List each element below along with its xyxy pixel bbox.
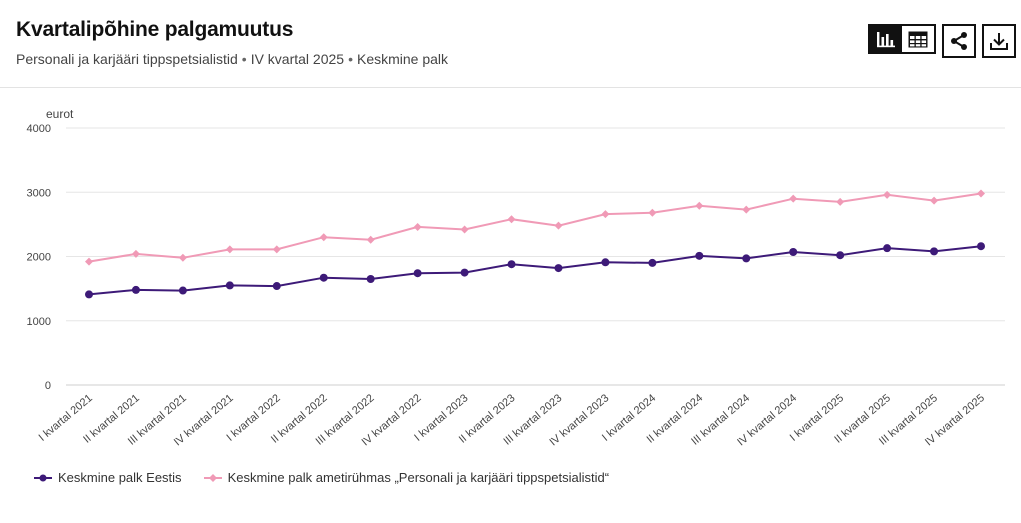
data-point [413,222,422,231]
legend-item-occupation[interactable]: Keskmine palk ametirühmas „Personali ja … [203,470,610,485]
share-icon [951,32,967,50]
data-point [225,245,234,254]
data-point [836,197,845,206]
data-point [977,189,985,198]
table-view-button[interactable] [902,26,934,52]
data-point [507,215,516,224]
data-point [742,205,751,214]
header-divider [0,87,1021,88]
subtitle-period: IV kvartal 2025 [250,51,345,67]
data-point [460,268,469,277]
data-point [85,257,93,266]
y-axis-label: eurot [46,107,74,121]
y-tick-label: 3000 [27,187,51,199]
chart-view-button[interactable] [870,26,902,52]
legend-item-estonia[interactable]: Keskmine palk Eestis [34,470,182,485]
y-tick-label: 4000 [27,123,51,135]
data-point [930,196,939,205]
legend-marker-circle [34,474,52,481]
y-tick-label: 2000 [27,252,51,264]
legend-label: Keskmine palk ametirühmas „Personali ja … [227,470,610,485]
data-point [789,248,798,257]
data-point [366,235,375,244]
data-point [695,251,704,260]
data-point [601,210,610,219]
data-point [883,244,892,253]
chart-legend: Keskmine palk Eestis Keskmine palk ameti… [34,470,609,485]
data-point [413,269,422,278]
page-subtitle: Personali ja karjääri tippspetsialistid •… [16,51,1005,67]
data-point [648,258,657,267]
download-icon [990,33,1008,50]
data-point [178,286,187,295]
data-point [977,242,985,251]
data-point [131,249,140,258]
subtitle-measure: Keskmine palk [356,51,449,67]
data-point [554,221,563,230]
data-point [225,281,234,290]
data-point [507,260,516,269]
data-point [460,225,469,234]
data-point [695,201,704,210]
data-point [366,274,375,283]
download-button[interactable] [982,24,1016,58]
legend-label: Keskmine palk Eestis [58,470,182,485]
bar-chart-icon [877,32,895,48]
view-toggle-group [868,24,936,54]
series-line-1 [88,245,982,296]
share-button[interactable] [942,24,976,58]
data-point [178,253,187,262]
subtitle-separator: • [241,51,247,67]
data-point [836,251,845,260]
subtitle-occupation: Personali ja karjääri tippspetsialistid [16,51,238,67]
legend-marker-diamond [203,473,222,482]
data-point [85,290,93,299]
data-point [930,247,939,256]
data-point [272,245,281,254]
data-point [554,264,563,273]
data-point [319,233,328,242]
chart-header: Kvartalipõhine palgamuutus Personali ja … [16,18,1005,78]
data-point [131,285,140,294]
data-point [742,254,751,263]
data-point [648,208,657,217]
data-point [883,190,892,199]
series-line-2 [88,192,982,263]
page-title: Kvartalipõhine palgamuutus [16,18,294,41]
y-tick-label: 1000 [27,316,51,328]
y-tick-label: 0 [45,380,51,392]
chart-toolbar [868,24,1016,58]
subtitle-separator: • [348,51,353,67]
data-point [272,282,281,291]
table-icon [908,31,928,47]
data-point [601,258,610,267]
data-point [789,194,798,203]
data-point [319,273,328,282]
